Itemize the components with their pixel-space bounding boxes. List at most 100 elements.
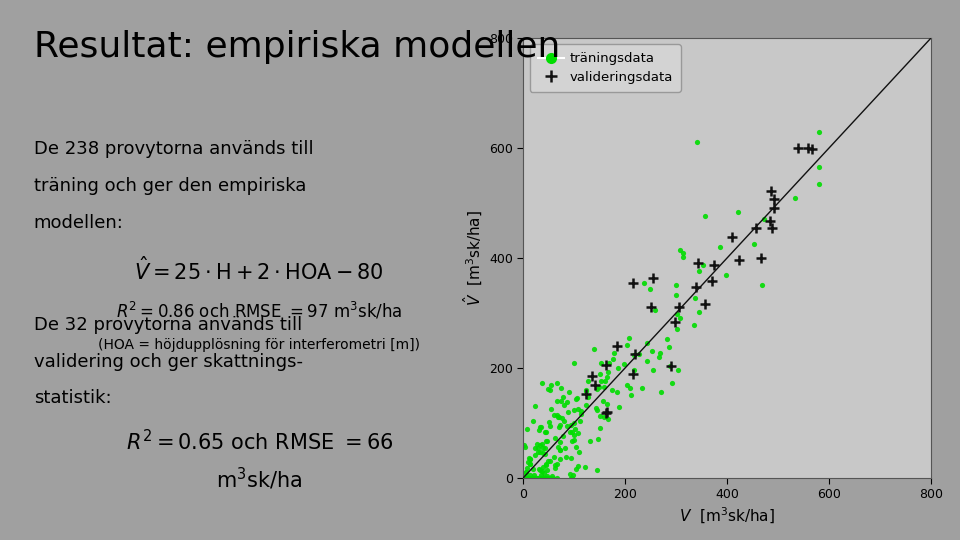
Point	[537, 428, 552, 436]
Point	[639, 339, 655, 348]
Point	[573, 407, 588, 415]
Point	[556, 401, 571, 409]
Point	[635, 384, 650, 393]
Point	[690, 259, 706, 267]
Point	[675, 248, 690, 257]
Point	[600, 400, 615, 409]
Point	[537, 474, 552, 482]
Point	[627, 366, 642, 374]
Point	[562, 388, 577, 396]
Point	[516, 474, 532, 482]
Point	[644, 303, 660, 312]
Point	[546, 453, 562, 461]
Point	[697, 300, 712, 309]
Point	[671, 303, 686, 312]
Point	[519, 463, 535, 472]
Point	[654, 388, 669, 396]
Text: m$^3$sk/ha: m$^3$sk/ha	[216, 465, 302, 492]
Point	[527, 443, 542, 452]
Point	[532, 474, 547, 482]
Point	[628, 350, 643, 359]
Point	[669, 309, 684, 318]
Point	[564, 436, 580, 445]
Text: $R^2 = 0.86$ och RMSE $= 97$ m$^3$sk/ha: $R^2 = 0.86$ och RMSE $= 97$ m$^3$sk/ha	[116, 301, 402, 322]
Point	[591, 382, 607, 391]
Point	[531, 444, 546, 453]
Point	[589, 405, 605, 414]
Point	[532, 474, 547, 482]
Point	[667, 318, 683, 326]
Point	[517, 474, 533, 482]
Point	[622, 383, 637, 392]
Point	[725, 233, 740, 242]
Point	[537, 468, 552, 477]
Point	[522, 474, 538, 482]
Point	[610, 341, 625, 350]
Point	[565, 435, 581, 444]
Legend: träningsdata, valideringsdata: träningsdata, valideringsdata	[530, 44, 681, 91]
Point	[651, 353, 666, 362]
Point	[543, 381, 559, 390]
Point	[536, 462, 551, 471]
Point	[538, 474, 553, 482]
Point	[534, 474, 549, 482]
Point	[532, 474, 547, 482]
Point	[588, 381, 603, 389]
Point	[704, 277, 719, 286]
Point	[598, 408, 613, 417]
Point	[557, 417, 572, 426]
Point	[519, 474, 535, 482]
Point	[523, 471, 539, 480]
Point	[519, 424, 535, 433]
Point	[550, 442, 565, 451]
Point	[550, 413, 565, 422]
Point	[593, 359, 609, 367]
Point	[636, 279, 652, 287]
Point	[556, 431, 571, 440]
Point	[542, 385, 558, 394]
Point	[540, 472, 555, 481]
Point	[583, 436, 598, 445]
Point	[525, 474, 540, 482]
Point	[621, 334, 636, 342]
Point	[731, 208, 746, 217]
Point	[609, 388, 624, 396]
Point	[579, 386, 594, 395]
Point	[645, 366, 660, 375]
Point	[527, 451, 542, 460]
X-axis label: $V$  [m$^3$sk/ha]: $V$ [m$^3$sk/ha]	[680, 505, 775, 525]
Point	[698, 212, 713, 220]
Point	[530, 448, 545, 456]
Point	[516, 441, 532, 449]
Point	[552, 423, 567, 431]
Point	[756, 215, 772, 224]
Point	[596, 412, 612, 421]
Point	[527, 474, 542, 482]
Point	[539, 460, 554, 469]
Point	[592, 369, 608, 378]
Point	[517, 442, 533, 451]
Point	[530, 474, 545, 482]
Point	[755, 280, 770, 289]
Point	[619, 380, 635, 389]
Point	[564, 420, 579, 429]
Point	[619, 341, 635, 349]
Point	[525, 465, 540, 474]
Point	[533, 474, 548, 482]
Point	[563, 428, 578, 436]
Point	[516, 474, 532, 482]
Point	[673, 314, 688, 322]
Point	[522, 455, 538, 463]
Point	[518, 474, 534, 482]
Point	[589, 466, 605, 475]
Point	[517, 470, 533, 479]
Point	[566, 359, 582, 367]
Point	[553, 446, 568, 454]
Point	[663, 362, 679, 370]
Point	[549, 397, 564, 406]
Point	[543, 404, 559, 413]
Point	[719, 271, 734, 279]
Point	[612, 403, 627, 412]
Point	[547, 461, 563, 470]
Point	[589, 384, 605, 393]
